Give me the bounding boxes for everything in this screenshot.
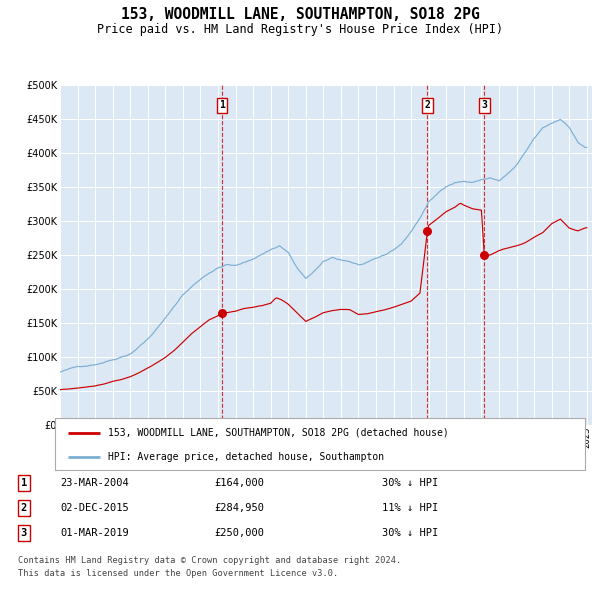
- Text: 30% ↓ HPI: 30% ↓ HPI: [382, 528, 439, 538]
- Text: Price paid vs. HM Land Registry's House Price Index (HPI): Price paid vs. HM Land Registry's House …: [97, 23, 503, 36]
- Text: £250,000: £250,000: [214, 528, 264, 538]
- Text: Contains HM Land Registry data © Crown copyright and database right 2024.: Contains HM Land Registry data © Crown c…: [18, 556, 401, 565]
- Text: 11% ↓ HPI: 11% ↓ HPI: [382, 503, 439, 513]
- Text: HPI: Average price, detached house, Southampton: HPI: Average price, detached house, Sout…: [108, 452, 384, 462]
- Text: 153, WOODMILL LANE, SOUTHAMPTON, SO18 2PG: 153, WOODMILL LANE, SOUTHAMPTON, SO18 2P…: [121, 7, 479, 22]
- Text: This data is licensed under the Open Government Licence v3.0.: This data is licensed under the Open Gov…: [18, 569, 338, 578]
- Text: 3: 3: [20, 528, 27, 538]
- Text: 153, WOODMILL LANE, SOUTHAMPTON, SO18 2PG (detached house): 153, WOODMILL LANE, SOUTHAMPTON, SO18 2P…: [108, 428, 449, 438]
- Text: 23-MAR-2004: 23-MAR-2004: [61, 478, 129, 488]
- Text: 2: 2: [20, 503, 27, 513]
- Text: 3: 3: [481, 100, 487, 110]
- Text: 1: 1: [20, 478, 27, 488]
- Text: 01-MAR-2019: 01-MAR-2019: [61, 528, 129, 538]
- Text: £284,950: £284,950: [214, 503, 264, 513]
- Text: 1: 1: [219, 100, 225, 110]
- Text: £164,000: £164,000: [214, 478, 264, 488]
- Text: 02-DEC-2015: 02-DEC-2015: [61, 503, 129, 513]
- FancyBboxPatch shape: [55, 418, 585, 470]
- Text: 2: 2: [424, 100, 430, 110]
- Text: 30% ↓ HPI: 30% ↓ HPI: [382, 478, 439, 488]
